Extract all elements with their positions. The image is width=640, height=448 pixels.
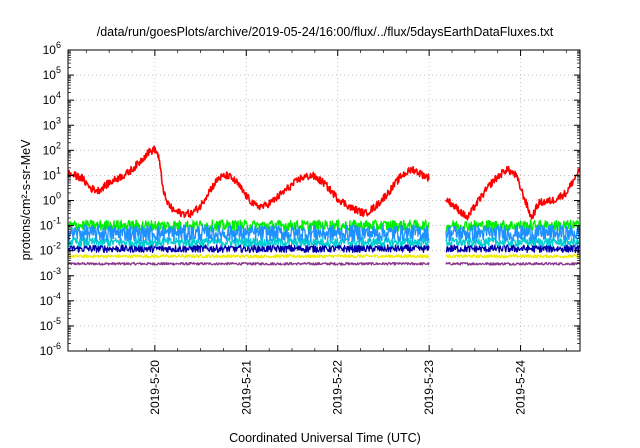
y-tick-base: 10 bbox=[40, 319, 54, 333]
y-tick-exponent: 4 bbox=[56, 90, 61, 100]
y-tick-label: 102 bbox=[43, 140, 61, 157]
y-tick-label: 10-1 bbox=[40, 216, 61, 233]
y-tick-exponent: -6 bbox=[53, 341, 61, 351]
series-line bbox=[445, 244, 581, 254]
y-tick-base: 10 bbox=[43, 194, 57, 208]
y-tick-exponent: 1 bbox=[56, 165, 61, 175]
x-axis-title: Coordinated Universal Time (UTC) bbox=[229, 431, 421, 445]
y-tick-base: 10 bbox=[40, 219, 54, 233]
series-line bbox=[67, 261, 430, 266]
x-tick-label: 2019-5-22 bbox=[331, 360, 345, 415]
y-tick-base: 10 bbox=[43, 143, 57, 157]
series-line bbox=[445, 224, 581, 242]
gap-band bbox=[430, 51, 445, 351]
y-tick-labels: 10610510410310210110010-110-210-310-410-… bbox=[40, 40, 61, 358]
series-line bbox=[67, 145, 430, 219]
y-tick-label: 10-4 bbox=[40, 291, 61, 308]
series-line bbox=[67, 219, 430, 232]
y-tick-exponent: 2 bbox=[56, 140, 61, 150]
y-tick-label: 105 bbox=[43, 65, 61, 82]
y-tick-label: 100 bbox=[43, 191, 61, 208]
y-tick-label: 106 bbox=[43, 40, 61, 57]
axis-ticks bbox=[68, 49, 580, 352]
x-tick-labels: 2019-5-20 2019-5-21 2019-5-22 2019-5-23 2019… bbox=[148, 360, 528, 415]
y-tick-label: 10-5 bbox=[40, 316, 61, 333]
series-line bbox=[67, 224, 430, 242]
x-tick-label: 2019-5-20 bbox=[148, 360, 162, 415]
y-tick-exponent: 0 bbox=[56, 191, 61, 201]
y-tick-base: 10 bbox=[40, 344, 54, 358]
y-tick-exponent: -3 bbox=[53, 266, 61, 276]
series-line bbox=[445, 261, 581, 266]
y-tick-label: 10-3 bbox=[40, 266, 61, 283]
series-line bbox=[445, 165, 581, 221]
series-group bbox=[67, 145, 581, 266]
y-tick-base: 10 bbox=[43, 168, 57, 182]
y-tick-base: 10 bbox=[43, 118, 57, 132]
y-tick-base: 10 bbox=[40, 294, 54, 308]
chart-title: /data/run/goesPlots/archive/2019-05-24/1… bbox=[97, 25, 554, 39]
y-tick-base: 10 bbox=[43, 68, 57, 82]
y-tick-label: 101 bbox=[43, 165, 61, 182]
y-tick-label: 10-6 bbox=[40, 341, 61, 358]
x-tick-label: 2019-5-21 bbox=[239, 360, 253, 415]
y-tick-label: 103 bbox=[43, 115, 61, 132]
series-line bbox=[67, 254, 430, 259]
y-tick-exponent: -1 bbox=[53, 216, 61, 226]
y-tick-exponent: -5 bbox=[53, 316, 61, 326]
y-tick-label: 104 bbox=[43, 90, 61, 107]
y-tick-exponent: 6 bbox=[56, 40, 61, 50]
y-tick-base: 10 bbox=[43, 93, 57, 107]
y-tick-base: 10 bbox=[40, 244, 54, 258]
y-tick-label: 10-2 bbox=[40, 241, 61, 258]
y-tick-base: 10 bbox=[43, 43, 57, 57]
y-tick-exponent: -2 bbox=[53, 241, 61, 251]
y-axis-title: protons/cm²-s-sr-MeV bbox=[19, 139, 33, 261]
data-gap bbox=[430, 51, 445, 351]
x-tick-label: 2019-5-23 bbox=[422, 360, 436, 415]
y-tick-exponent: 3 bbox=[56, 115, 61, 125]
y-tick-base: 10 bbox=[40, 269, 54, 283]
y-tick-exponent: -4 bbox=[53, 291, 61, 301]
x-tick-label: 2019-5-24 bbox=[514, 360, 528, 415]
series-line bbox=[445, 254, 581, 259]
y-tick-exponent: 5 bbox=[56, 65, 61, 75]
